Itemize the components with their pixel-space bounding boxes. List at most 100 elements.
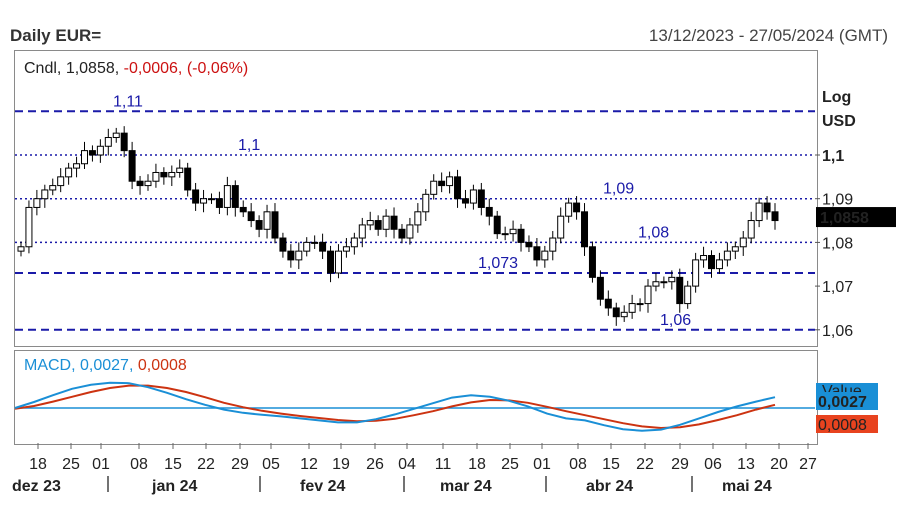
date-range: 13/12/2023 - 27/05/2024 (GMT): [648, 26, 888, 45]
candle-up: [715, 259, 723, 270]
x-tick-label: 27: [799, 456, 817, 473]
candle-down: [160, 171, 168, 178]
candle-down: [533, 246, 541, 261]
month-label: dez 23: [12, 478, 61, 495]
x-tick-label: 01: [533, 456, 551, 473]
x-tick-label: 19: [332, 456, 350, 473]
level-label: 1,11: [113, 93, 143, 110]
x-tick-label: 29: [231, 456, 249, 473]
candle-up: [168, 171, 176, 178]
candle-up: [350, 237, 358, 248]
x-tick-label: 26: [366, 456, 384, 473]
x-tick-label: 08: [569, 456, 587, 473]
candle-up: [263, 211, 271, 230]
candle-down: [319, 241, 327, 252]
candle-down: [128, 150, 136, 182]
candle-up: [104, 137, 112, 147]
candle-up: [303, 241, 311, 252]
candle-down: [461, 198, 469, 204]
candle-down: [477, 189, 485, 208]
candle-up: [636, 303, 644, 306]
candle-up: [358, 224, 366, 239]
candle-up: [96, 145, 104, 156]
axis-scale-label: Log: [822, 89, 851, 106]
candle-down: [454, 176, 462, 200]
macd-value: 0,0027,: [80, 357, 134, 374]
x-tick-label: 08: [130, 456, 148, 473]
candle-down: [88, 150, 96, 156]
candle-up: [731, 246, 739, 252]
x-tick-label: 22: [197, 456, 215, 473]
candle-up: [342, 246, 350, 252]
y-tick-label: 1,08: [822, 235, 853, 252]
x-tick-label: 25: [62, 456, 80, 473]
candle-up: [144, 180, 152, 187]
candle-up: [755, 202, 763, 222]
signal-line: [14, 384, 776, 430]
candle-up: [334, 250, 342, 274]
candle-up: [446, 176, 454, 187]
candle-up: [541, 250, 549, 261]
month-label: mai 24: [722, 478, 772, 495]
x-tick-label: 06: [704, 456, 722, 473]
candle-up: [73, 163, 81, 169]
candle-up: [430, 180, 438, 195]
x-tick-label: 05: [262, 456, 280, 473]
y-tick-label: 1,07: [822, 279, 853, 296]
y-tick-label: 1,09: [822, 192, 853, 209]
candle-up: [509, 228, 517, 235]
candle-down: [287, 250, 295, 261]
candle-up: [668, 276, 676, 283]
candle-up: [57, 176, 65, 187]
x-tick-label: 29: [671, 456, 689, 473]
candle-up: [382, 215, 390, 230]
candle-down: [239, 206, 247, 213]
macd-legend: MACD, 0,0027, 0,0008: [24, 357, 187, 375]
candle-up: [652, 281, 660, 287]
candle-down: [390, 215, 398, 230]
candle-up: [33, 198, 41, 208]
y-tick-label: 1,1: [822, 148, 844, 165]
x-tick-label: 20: [770, 456, 788, 473]
candle-up: [422, 193, 430, 213]
last-price-label: 1,0858: [820, 210, 869, 227]
chart-title: Daily EUR=: [10, 26, 102, 45]
candle-up: [739, 237, 747, 248]
macd-current-badge: [816, 392, 878, 410]
signal-value: 0,0008: [137, 357, 187, 374]
candle-up: [414, 211, 422, 226]
axis-unit-label: USD: [822, 113, 856, 130]
candle-up: [747, 220, 755, 239]
signal-current-label: 0,0008: [818, 417, 867, 434]
signal-current-badge: [816, 415, 878, 433]
month-label: fev 24: [300, 478, 345, 495]
month-label: jan 24: [151, 478, 197, 495]
candle-down: [708, 255, 716, 270]
x-tick-label: 18: [29, 456, 47, 473]
candle-down: [271, 211, 279, 239]
candle-up: [684, 285, 692, 305]
candle-down: [247, 211, 255, 222]
candle-up: [311, 241, 319, 244]
change-value: -0,0006, (-0,06%): [123, 60, 249, 77]
candle-down: [374, 220, 382, 230]
candle-up: [644, 285, 652, 305]
x-tick-label: 15: [164, 456, 182, 473]
month-label: mar 24: [440, 478, 492, 495]
x-tick-label: 11: [435, 456, 452, 473]
candle-down: [231, 185, 239, 208]
candle-up: [80, 150, 88, 165]
candle-up: [723, 250, 731, 261]
candle-up: [628, 303, 636, 313]
candle-down: [612, 307, 620, 318]
candle-down: [485, 206, 493, 217]
candle-down: [120, 132, 128, 152]
candle-up: [295, 250, 303, 261]
last-value: 1,0858,: [65, 60, 120, 77]
macd-line: [14, 381, 776, 432]
x-tick-label: 25: [501, 456, 519, 473]
candle-up: [700, 255, 708, 261]
candle-down: [517, 228, 525, 243]
macd-label: MACD,: [24, 357, 76, 374]
candle-down: [573, 202, 581, 213]
